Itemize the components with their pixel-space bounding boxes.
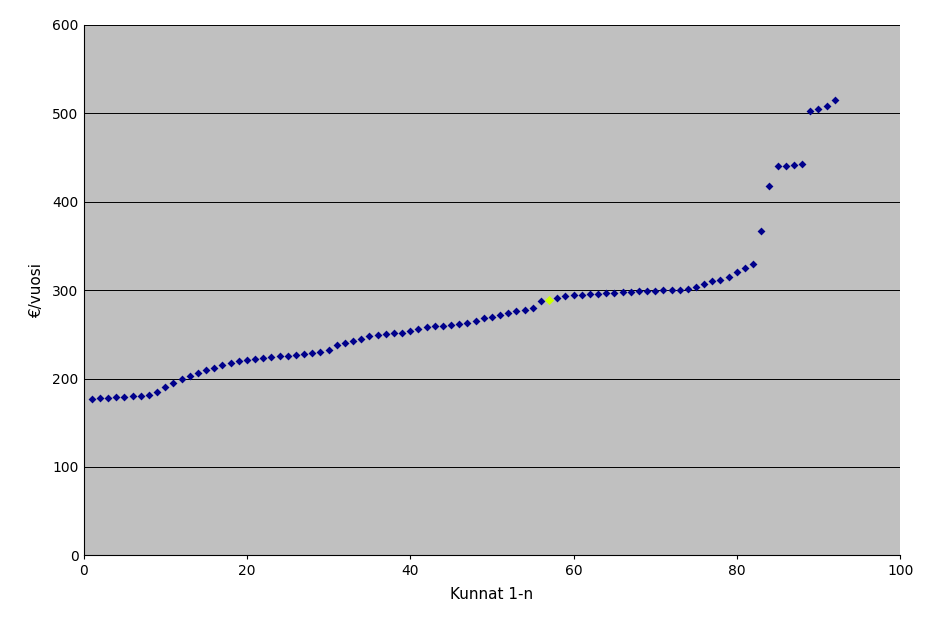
Point <box>125 391 140 401</box>
Point <box>451 319 466 329</box>
Point <box>174 374 189 384</box>
Point <box>337 338 352 348</box>
Point <box>378 329 393 339</box>
Point <box>231 356 246 366</box>
Point <box>426 321 441 331</box>
Point <box>133 391 148 401</box>
Point <box>778 160 793 170</box>
Point <box>541 295 556 305</box>
Point <box>467 316 482 326</box>
Point <box>222 358 237 368</box>
Point <box>712 275 727 285</box>
Point <box>108 392 123 402</box>
Point <box>655 285 670 295</box>
Point <box>190 368 205 378</box>
Point <box>263 353 278 363</box>
Point <box>516 305 531 314</box>
Point <box>304 348 319 358</box>
Point <box>720 272 735 282</box>
Point <box>753 226 768 236</box>
Point <box>149 387 164 397</box>
Point <box>810 104 825 114</box>
Point <box>460 318 475 328</box>
Point <box>761 181 776 191</box>
Point <box>819 101 833 111</box>
Point <box>386 328 400 338</box>
Point <box>786 160 801 170</box>
Point <box>158 383 172 392</box>
Point <box>345 336 360 346</box>
Point <box>679 285 694 295</box>
Point <box>705 276 719 286</box>
Point <box>508 306 523 316</box>
Point <box>590 289 604 299</box>
Point <box>353 334 368 344</box>
Point <box>207 363 222 373</box>
Point <box>166 378 181 388</box>
Point <box>411 324 425 334</box>
Point <box>696 279 711 289</box>
Point <box>737 263 752 273</box>
Point <box>297 349 311 359</box>
Point <box>492 310 507 320</box>
Point <box>182 371 197 381</box>
Point <box>606 288 621 298</box>
Point <box>647 286 662 296</box>
Point <box>256 353 271 363</box>
Point <box>117 392 132 402</box>
Point <box>476 313 490 323</box>
Point <box>312 347 327 357</box>
Point <box>215 360 230 370</box>
Point <box>745 258 760 268</box>
Point <box>623 287 638 297</box>
Point <box>827 95 842 105</box>
Point <box>574 290 589 300</box>
Point <box>435 321 450 331</box>
Point <box>549 293 564 303</box>
Point <box>141 391 156 401</box>
Point <box>93 393 108 403</box>
Point <box>630 286 645 296</box>
Point <box>794 158 808 168</box>
Point <box>582 289 597 299</box>
Point <box>394 328 409 338</box>
Point <box>639 286 654 296</box>
Point <box>239 355 254 365</box>
Point <box>100 393 115 403</box>
Point <box>565 290 580 300</box>
Point <box>280 351 295 361</box>
Point <box>272 351 286 361</box>
Point <box>802 105 817 115</box>
X-axis label: Kunnat 1-n: Kunnat 1-n <box>450 587 533 602</box>
Point <box>402 326 417 336</box>
Point <box>598 288 613 298</box>
Point <box>198 364 213 374</box>
Point <box>484 312 499 322</box>
Point <box>84 394 99 404</box>
Point <box>615 287 629 297</box>
Point <box>664 285 679 295</box>
Point <box>688 281 703 291</box>
Point <box>321 345 336 355</box>
Point <box>329 340 344 350</box>
Point <box>419 322 434 332</box>
Point <box>501 308 515 318</box>
Point <box>671 285 686 295</box>
Point <box>525 303 540 313</box>
Point <box>769 162 784 172</box>
Y-axis label: €/vuosi: €/vuosi <box>29 263 44 318</box>
Point <box>248 354 262 364</box>
Point <box>362 331 376 341</box>
Point <box>288 349 303 359</box>
Point <box>443 319 458 329</box>
Point <box>557 291 572 301</box>
Point <box>370 330 385 340</box>
Point <box>729 268 743 278</box>
Point <box>533 296 548 306</box>
